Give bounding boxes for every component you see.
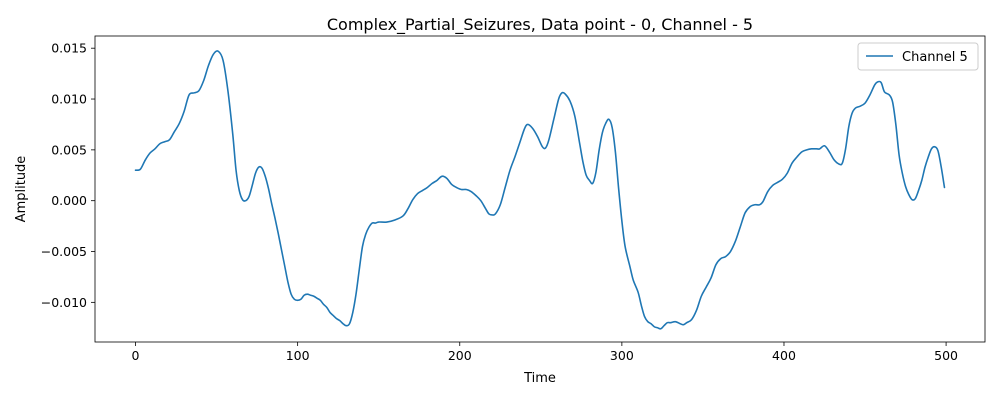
x-axis-label: Time [523, 371, 556, 386]
y-axis-label: Amplitude [14, 156, 29, 223]
legend: Channel 5 [857, 42, 979, 71]
y-axis: −0.010 −0.005 0.000 0.005 0.010 0.015 [41, 41, 95, 310]
x-axis: 0 100 200 300 400 500 [132, 342, 958, 363]
y-tick-label: 0.015 [51, 41, 87, 56]
y-tick-label: 0.000 [51, 193, 87, 208]
legend-box [857, 42, 979, 71]
plot-area [94, 35, 986, 343]
y-tick-label: 0.005 [51, 142, 87, 157]
x-tick-label: 400 [772, 348, 796, 363]
y-tick-label: −0.005 [41, 244, 87, 259]
chart-title: Complex_Partial_Seizures, Data point - 0… [327, 15, 753, 35]
series-line-channel-5 [134, 50, 946, 330]
legend-label: Channel 5 [902, 50, 968, 65]
x-tick-label: 500 [934, 348, 958, 363]
x-tick-label: 0 [132, 348, 140, 363]
plot-frame [94, 35, 986, 343]
x-tick-label: 100 [286, 348, 310, 363]
x-tick-label: 300 [610, 348, 634, 363]
y-tick-label: −0.010 [41, 295, 87, 310]
x-tick-label: 200 [448, 348, 472, 363]
y-tick-label: 0.010 [51, 92, 87, 107]
